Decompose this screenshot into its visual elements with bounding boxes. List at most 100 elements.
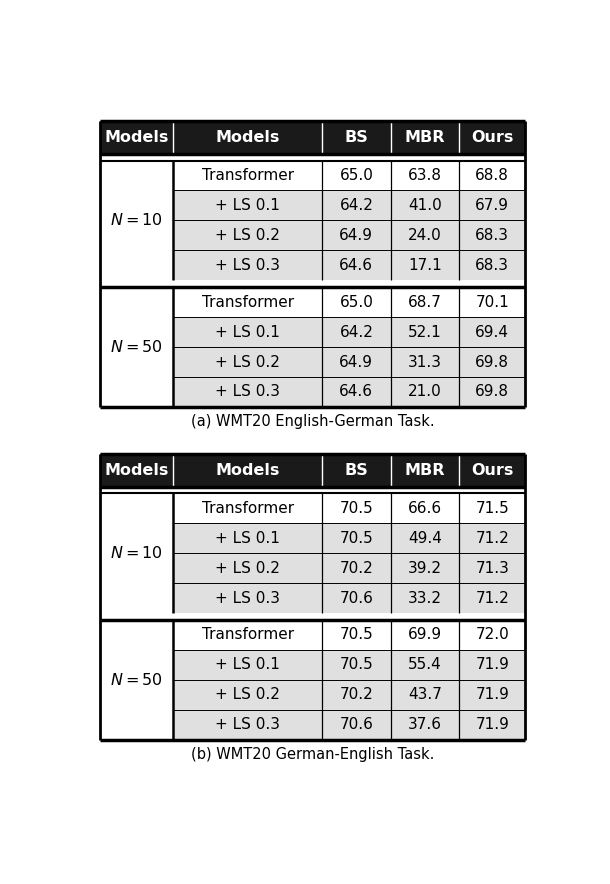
Bar — [173, 317, 525, 347]
Text: 64.2: 64.2 — [339, 324, 373, 339]
Text: Transformer: Transformer — [201, 168, 293, 183]
Text: + LS 0.1: + LS 0.1 — [215, 324, 280, 339]
Text: 71.5: 71.5 — [475, 501, 509, 516]
Bar — [173, 287, 525, 317]
Text: MBR: MBR — [404, 462, 445, 477]
Text: 21.0: 21.0 — [408, 385, 442, 400]
Text: 31.3: 31.3 — [408, 354, 442, 370]
Text: 55.4: 55.4 — [408, 658, 442, 673]
Text: + LS 0.1: + LS 0.1 — [215, 658, 280, 673]
Text: 69.8: 69.8 — [475, 385, 509, 400]
Text: Transformer: Transformer — [201, 628, 293, 643]
Text: 70.1: 70.1 — [475, 294, 509, 309]
Text: 66.6: 66.6 — [408, 501, 442, 516]
Text: + LS 0.3: + LS 0.3 — [215, 385, 280, 400]
Text: 69.8: 69.8 — [475, 354, 509, 370]
Bar — [100, 620, 173, 740]
Text: Models: Models — [215, 130, 280, 145]
Bar — [173, 680, 525, 710]
Text: 68.3: 68.3 — [475, 228, 509, 243]
Text: 71.9: 71.9 — [475, 658, 509, 673]
Bar — [173, 650, 525, 680]
Text: 70.5: 70.5 — [340, 501, 373, 516]
Text: $N = 10$: $N = 10$ — [110, 212, 163, 228]
Text: (a) WMT20 English-German Task.: (a) WMT20 English-German Task. — [191, 415, 434, 430]
Text: 37.6: 37.6 — [408, 717, 442, 732]
Text: $N = 50$: $N = 50$ — [110, 672, 163, 688]
Text: 70.5: 70.5 — [340, 530, 373, 545]
Text: Transformer: Transformer — [201, 294, 293, 309]
Text: + LS 0.1: + LS 0.1 — [215, 530, 280, 545]
Bar — [173, 190, 525, 220]
Text: 72.0: 72.0 — [475, 628, 509, 643]
Bar — [100, 493, 173, 613]
Text: 64.9: 64.9 — [339, 228, 373, 243]
Text: BS: BS — [345, 130, 368, 145]
Bar — [173, 220, 525, 250]
Text: Transformer: Transformer — [201, 501, 293, 516]
Bar — [173, 620, 525, 650]
Text: BS: BS — [345, 462, 368, 477]
Text: + LS 0.2: + LS 0.2 — [215, 688, 280, 703]
Text: 70.5: 70.5 — [340, 628, 373, 643]
Text: 71.9: 71.9 — [475, 717, 509, 732]
Text: 39.2: 39.2 — [408, 560, 442, 575]
Text: 70.5: 70.5 — [340, 658, 373, 673]
Bar — [100, 121, 525, 154]
Text: 64.6: 64.6 — [339, 385, 373, 400]
Text: 24.0: 24.0 — [408, 228, 442, 243]
Text: 64.6: 64.6 — [339, 258, 373, 273]
Text: 69.9: 69.9 — [408, 628, 442, 643]
Text: 70.2: 70.2 — [340, 560, 373, 575]
Text: 65.0: 65.0 — [339, 294, 373, 309]
Text: 63.8: 63.8 — [408, 168, 442, 183]
Text: + LS 0.2: + LS 0.2 — [215, 228, 280, 243]
Text: Models: Models — [215, 462, 280, 477]
Text: (b) WMT20 German-English Task.: (b) WMT20 German-English Task. — [191, 747, 434, 762]
Text: 49.4: 49.4 — [408, 530, 442, 545]
Text: + LS 0.2: + LS 0.2 — [215, 354, 280, 370]
Bar — [100, 161, 173, 280]
Text: 65.0: 65.0 — [339, 168, 373, 183]
Bar — [173, 250, 525, 280]
Text: 64.2: 64.2 — [339, 198, 373, 213]
Bar — [100, 453, 525, 486]
Text: 71.2: 71.2 — [475, 591, 509, 606]
Text: 68.7: 68.7 — [408, 294, 442, 309]
Text: 71.9: 71.9 — [475, 688, 509, 703]
Text: 43.7: 43.7 — [408, 688, 442, 703]
Text: Models: Models — [104, 462, 169, 477]
Text: 69.4: 69.4 — [475, 324, 509, 339]
Text: 17.1: 17.1 — [408, 258, 442, 273]
Text: 67.9: 67.9 — [475, 198, 509, 213]
Text: 68.8: 68.8 — [475, 168, 509, 183]
Text: 71.3: 71.3 — [475, 560, 509, 575]
Text: 71.2: 71.2 — [475, 530, 509, 545]
Bar — [173, 523, 525, 553]
Text: 41.0: 41.0 — [408, 198, 442, 213]
Text: $N = 50$: $N = 50$ — [110, 339, 163, 355]
Text: + LS 0.3: + LS 0.3 — [215, 258, 280, 273]
Text: 70.6: 70.6 — [339, 717, 373, 732]
Bar — [173, 377, 525, 407]
Text: Ours: Ours — [471, 130, 514, 145]
Text: + LS 0.3: + LS 0.3 — [215, 717, 280, 732]
Text: + LS 0.1: + LS 0.1 — [215, 198, 280, 213]
Bar — [173, 161, 525, 190]
Text: 33.2: 33.2 — [408, 591, 442, 606]
Text: $N = 10$: $N = 10$ — [110, 545, 163, 561]
Text: + LS 0.3: + LS 0.3 — [215, 591, 280, 606]
Text: + LS 0.2: + LS 0.2 — [215, 560, 280, 575]
Bar — [173, 553, 525, 583]
Text: 70.2: 70.2 — [340, 688, 373, 703]
Text: 70.6: 70.6 — [339, 591, 373, 606]
Text: 52.1: 52.1 — [408, 324, 442, 339]
Bar — [173, 347, 525, 377]
Text: 68.3: 68.3 — [475, 258, 509, 273]
Bar — [173, 710, 525, 740]
Bar — [173, 493, 525, 523]
Text: Models: Models — [104, 130, 169, 145]
Text: MBR: MBR — [404, 130, 445, 145]
Text: 64.9: 64.9 — [339, 354, 373, 370]
Bar — [173, 583, 525, 613]
